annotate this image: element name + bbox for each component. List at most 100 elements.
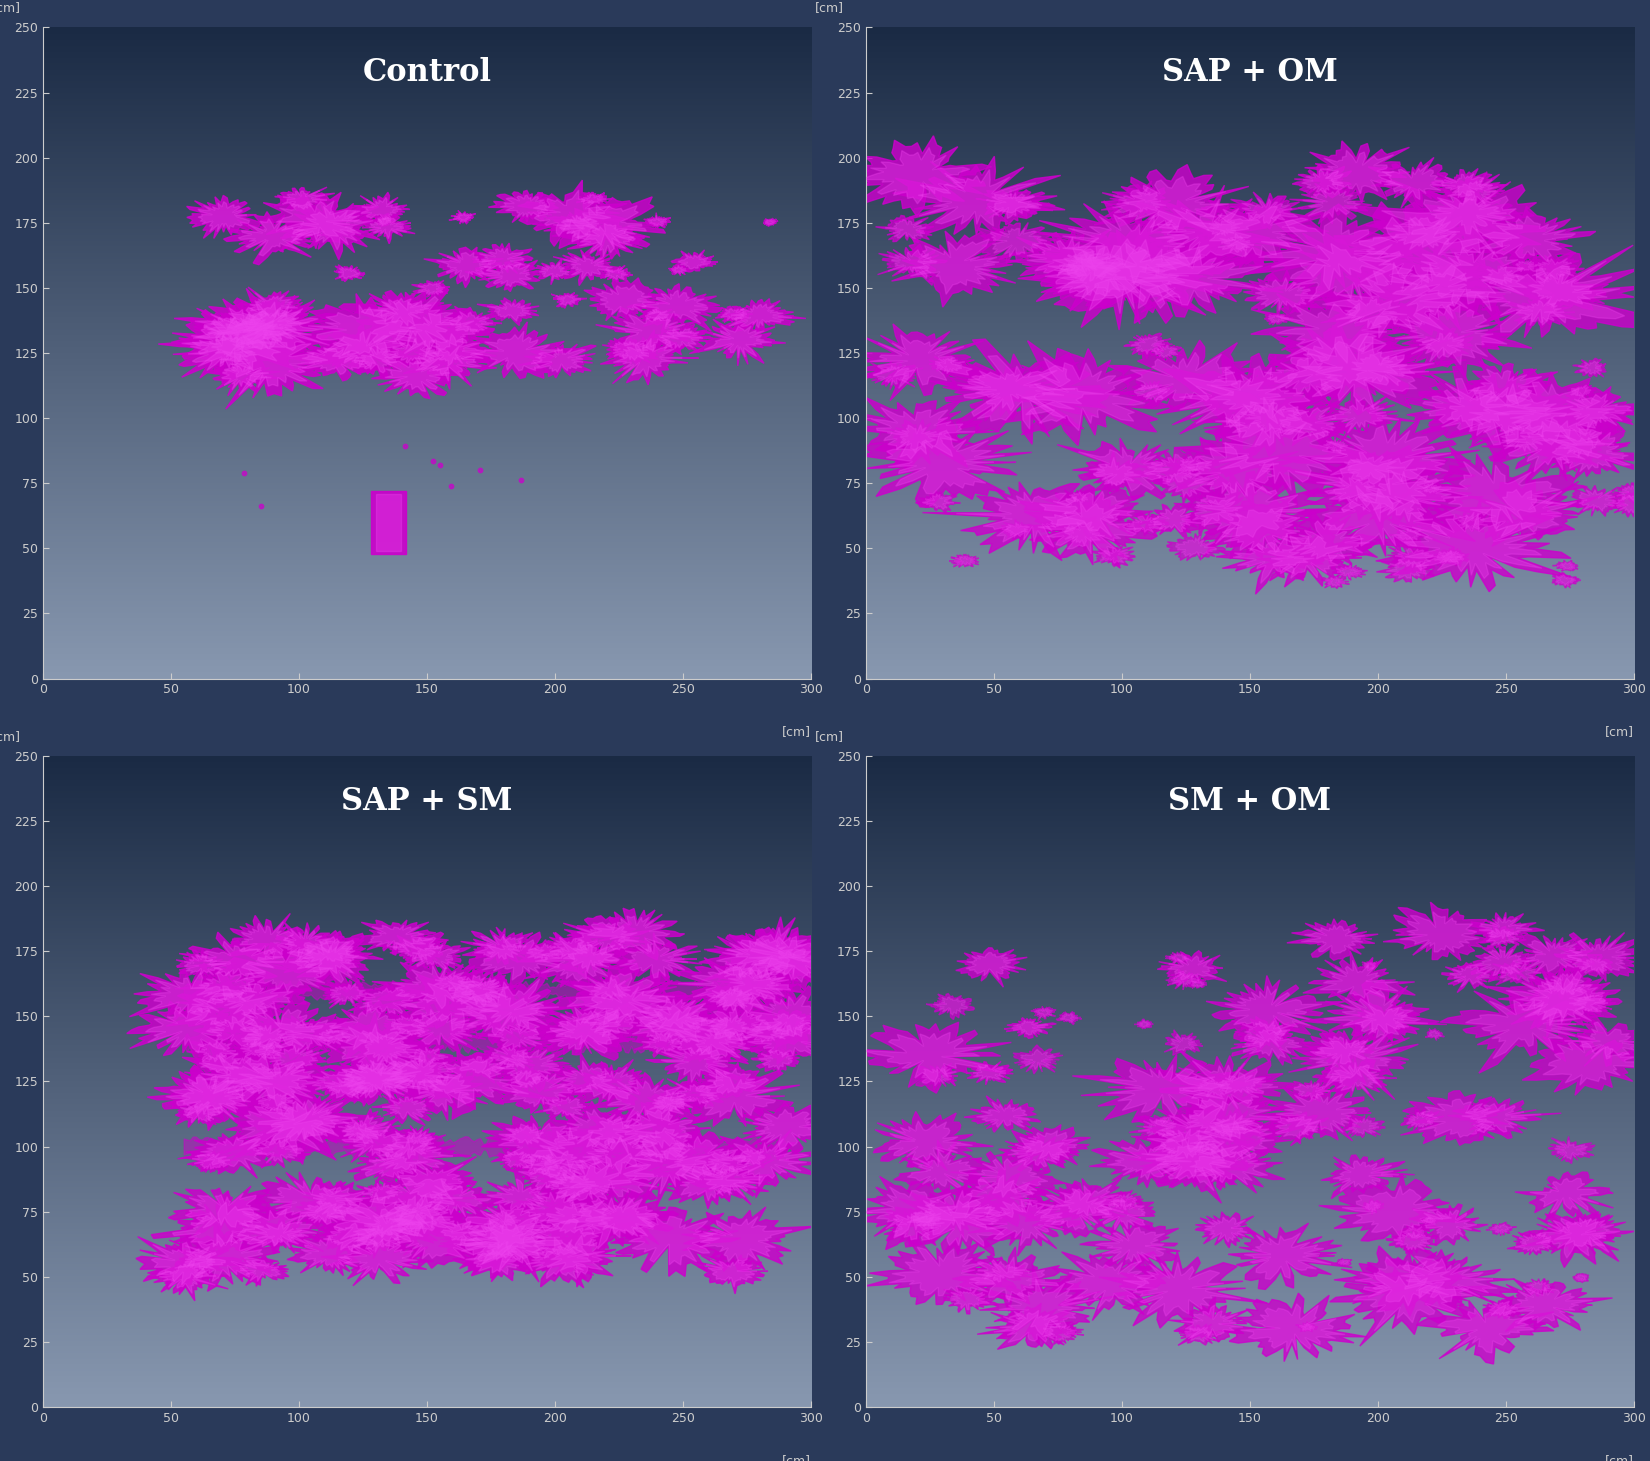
Polygon shape: [1536, 1218, 1605, 1258]
Polygon shape: [1345, 177, 1546, 272]
Polygon shape: [406, 1074, 482, 1112]
Polygon shape: [706, 1068, 756, 1094]
Polygon shape: [726, 928, 810, 974]
Polygon shape: [302, 348, 366, 374]
Polygon shape: [1175, 1061, 1277, 1110]
Polygon shape: [1490, 1224, 1511, 1233]
Polygon shape: [1165, 969, 1206, 991]
Polygon shape: [710, 983, 762, 1015]
Polygon shape: [1406, 367, 1531, 440]
Polygon shape: [1336, 300, 1407, 327]
Polygon shape: [1335, 1258, 1351, 1265]
Polygon shape: [541, 1144, 676, 1210]
Polygon shape: [615, 1002, 724, 1050]
Polygon shape: [152, 1191, 282, 1255]
Polygon shape: [292, 1195, 353, 1227]
Polygon shape: [942, 362, 1104, 428]
Polygon shape: [1511, 1287, 1592, 1324]
Polygon shape: [1571, 386, 1591, 396]
Polygon shape: [1553, 561, 1577, 571]
Polygon shape: [889, 1248, 995, 1296]
Polygon shape: [1112, 187, 1167, 216]
Polygon shape: [1211, 1113, 1254, 1140]
Polygon shape: [389, 339, 439, 364]
Polygon shape: [380, 1059, 457, 1094]
Polygon shape: [1333, 1161, 1399, 1192]
Polygon shape: [183, 1254, 214, 1270]
Polygon shape: [1290, 183, 1373, 224]
Polygon shape: [246, 1134, 315, 1169]
Polygon shape: [371, 955, 500, 1018]
Polygon shape: [1087, 1191, 1155, 1236]
Polygon shape: [1153, 468, 1226, 504]
Polygon shape: [1307, 1034, 1398, 1088]
Polygon shape: [1186, 206, 1308, 257]
Polygon shape: [1275, 1116, 1320, 1138]
Polygon shape: [1506, 974, 1594, 1026]
Polygon shape: [543, 1097, 586, 1115]
Polygon shape: [388, 1050, 455, 1088]
Polygon shape: [1572, 955, 1612, 979]
Polygon shape: [714, 960, 804, 1011]
Polygon shape: [533, 1011, 635, 1061]
Polygon shape: [1134, 384, 1167, 402]
Polygon shape: [186, 196, 261, 238]
Polygon shape: [383, 1131, 436, 1159]
Polygon shape: [1173, 403, 1378, 507]
Polygon shape: [1130, 449, 1216, 488]
Polygon shape: [851, 397, 1000, 470]
Polygon shape: [1084, 450, 1152, 491]
Polygon shape: [203, 305, 294, 358]
Polygon shape: [865, 361, 924, 390]
Polygon shape: [1107, 1144, 1191, 1180]
Polygon shape: [327, 1195, 452, 1255]
Polygon shape: [323, 1056, 429, 1106]
Polygon shape: [351, 1226, 403, 1252]
Polygon shape: [1094, 457, 1140, 487]
Polygon shape: [1054, 517, 1114, 551]
Polygon shape: [553, 250, 624, 285]
Polygon shape: [135, 1233, 241, 1294]
Polygon shape: [396, 1049, 553, 1119]
Polygon shape: [403, 939, 470, 974]
Polygon shape: [574, 1067, 637, 1102]
Polygon shape: [1289, 333, 1417, 390]
Polygon shape: [1478, 216, 1576, 262]
Polygon shape: [726, 1144, 772, 1167]
Polygon shape: [1228, 205, 1427, 307]
Polygon shape: [1089, 1135, 1209, 1188]
Polygon shape: [581, 1011, 639, 1036]
Polygon shape: [955, 948, 1028, 988]
Polygon shape: [1323, 991, 1421, 1034]
Polygon shape: [1401, 447, 1597, 543]
Polygon shape: [1520, 1211, 1620, 1267]
Polygon shape: [312, 1071, 370, 1096]
Polygon shape: [1543, 424, 1627, 465]
Polygon shape: [728, 1017, 840, 1064]
Polygon shape: [228, 1061, 320, 1106]
Polygon shape: [922, 494, 954, 510]
Polygon shape: [1312, 1056, 1396, 1100]
Polygon shape: [1130, 1122, 1229, 1164]
Polygon shape: [528, 999, 647, 1053]
Polygon shape: [1381, 165, 1445, 200]
Polygon shape: [604, 1132, 729, 1207]
Polygon shape: [238, 1091, 381, 1151]
Polygon shape: [1233, 396, 1312, 438]
Polygon shape: [568, 1007, 648, 1042]
Polygon shape: [360, 988, 417, 1014]
Polygon shape: [648, 1137, 738, 1178]
Polygon shape: [1107, 1189, 1143, 1214]
Polygon shape: [1516, 300, 1566, 323]
Polygon shape: [231, 1020, 295, 1056]
Polygon shape: [213, 1053, 314, 1102]
Polygon shape: [1195, 1211, 1256, 1248]
Polygon shape: [437, 253, 492, 281]
Polygon shape: [701, 1010, 756, 1045]
Polygon shape: [708, 988, 752, 1010]
Polygon shape: [1346, 1118, 1379, 1134]
Polygon shape: [954, 557, 975, 565]
Polygon shape: [610, 1207, 741, 1277]
Polygon shape: [546, 1172, 599, 1198]
Polygon shape: [478, 248, 525, 270]
